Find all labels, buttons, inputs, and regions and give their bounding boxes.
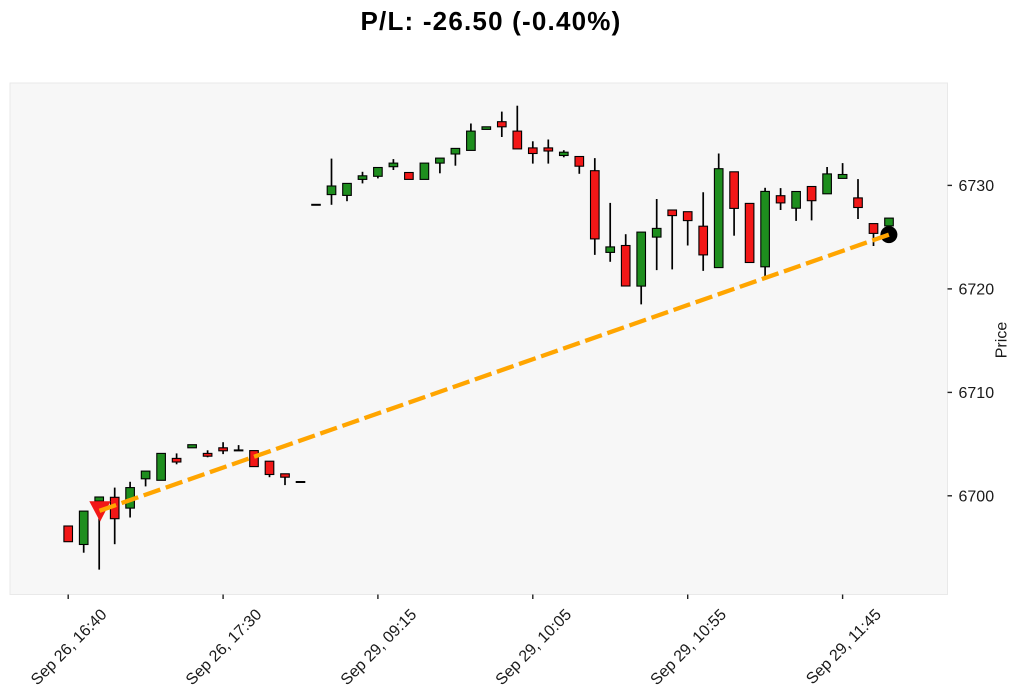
svg-text:6730: 6730	[959, 178, 995, 195]
svg-text:6700: 6700	[959, 489, 995, 506]
svg-text:Price: Price	[994, 322, 1011, 359]
svg-text:6720: 6720	[959, 282, 995, 299]
svg-text:P/L: -26.50 (-0.40%): P/L: -26.50 (-0.40%)	[361, 6, 622, 36]
svg-text:6710: 6710	[959, 385, 995, 402]
